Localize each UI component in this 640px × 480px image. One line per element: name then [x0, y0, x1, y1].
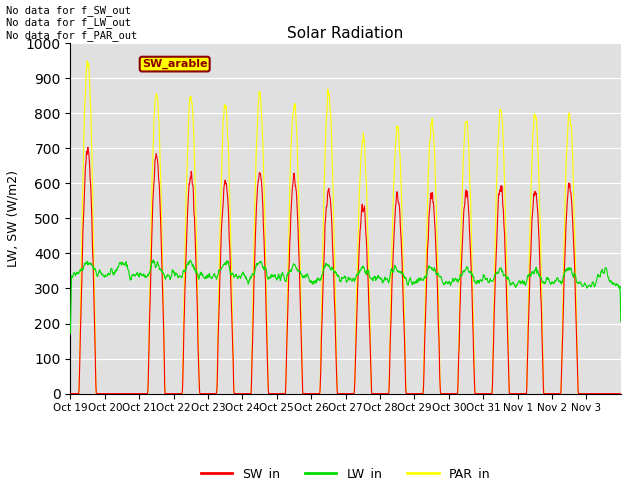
Legend: SW_in, LW_in, PAR_in: SW_in, LW_in, PAR_in: [196, 462, 495, 480]
Text: No data for f_SW_out
No data for f_LW_out
No data for f_PAR_out: No data for f_SW_out No data for f_LW_ou…: [6, 5, 138, 41]
Y-axis label: LW, SW (W/m2): LW, SW (W/m2): [7, 170, 20, 267]
Text: SW_arable: SW_arable: [142, 59, 207, 69]
Title: Solar Radiation: Solar Radiation: [287, 25, 404, 41]
